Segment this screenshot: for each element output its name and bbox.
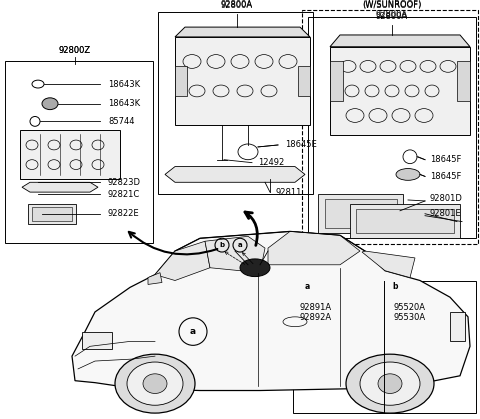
Bar: [400, 336, 414, 348]
Text: 18645F: 18645F: [430, 155, 461, 164]
Bar: [418, 322, 432, 334]
Bar: [350, 204, 460, 238]
Text: 92801D: 92801D: [430, 194, 463, 204]
Polygon shape: [205, 236, 265, 273]
Bar: [457, 62, 470, 101]
Ellipse shape: [396, 168, 420, 180]
Bar: [20, 130, 120, 179]
Bar: [450, 312, 465, 341]
Text: 92821C: 92821C: [108, 189, 140, 199]
Text: 18643K: 18643K: [108, 80, 140, 88]
Ellipse shape: [42, 98, 58, 110]
Bar: [305, 328, 341, 347]
Text: (W/SUNROOF): (W/SUNROOF): [362, 1, 422, 10]
Bar: [293, 280, 476, 413]
Text: a: a: [190, 327, 196, 336]
Bar: [308, 17, 476, 238]
Text: 92800Z: 92800Z: [59, 46, 91, 54]
Ellipse shape: [143, 374, 167, 393]
Text: 92811: 92811: [275, 188, 301, 197]
Bar: [400, 322, 414, 334]
Bar: [436, 322, 450, 334]
Bar: [418, 336, 432, 348]
Ellipse shape: [127, 362, 183, 405]
Text: 92800Z: 92800Z: [59, 46, 91, 54]
Ellipse shape: [378, 374, 402, 393]
Bar: [298, 66, 310, 96]
Text: 18645E: 18645E: [285, 140, 317, 150]
Text: 18643K: 18643K: [108, 99, 140, 108]
Text: 92822E: 92822E: [108, 209, 140, 218]
Text: 85744: 85744: [108, 117, 134, 126]
Text: 92800A: 92800A: [221, 0, 253, 9]
Polygon shape: [330, 35, 470, 47]
Polygon shape: [175, 27, 310, 37]
Polygon shape: [362, 251, 415, 277]
Polygon shape: [330, 47, 470, 135]
Polygon shape: [298, 320, 348, 351]
Bar: [325, 199, 397, 228]
Bar: [318, 194, 403, 233]
Bar: [158, 13, 313, 194]
Bar: [302, 10, 478, 244]
Bar: [175, 66, 187, 96]
Bar: [398, 320, 452, 353]
Text: b: b: [219, 242, 225, 248]
Bar: [330, 62, 343, 101]
Text: 92800A: 92800A: [376, 12, 408, 21]
Text: 92801E: 92801E: [430, 209, 462, 218]
Ellipse shape: [240, 259, 270, 277]
Ellipse shape: [346, 354, 434, 413]
Text: a: a: [304, 282, 310, 291]
Polygon shape: [155, 241, 210, 280]
Polygon shape: [148, 273, 162, 285]
Ellipse shape: [360, 362, 420, 405]
Text: 95520A: 95520A: [393, 303, 425, 312]
Text: 92892A: 92892A: [300, 313, 332, 322]
Text: 92823D: 92823D: [108, 178, 141, 187]
Bar: [5, 62, 153, 243]
Text: (W/SUNROOF): (W/SUNROOF): [362, 0, 422, 9]
Text: 12492: 12492: [258, 158, 284, 167]
Ellipse shape: [115, 354, 195, 413]
Text: 18645F: 18645F: [430, 172, 461, 181]
Polygon shape: [72, 231, 470, 391]
Bar: [356, 209, 454, 233]
Bar: [32, 207, 72, 220]
Bar: [395, 317, 455, 356]
Text: 92800A: 92800A: [221, 1, 253, 10]
Text: 92800A: 92800A: [376, 10, 408, 19]
Bar: [436, 336, 450, 348]
Text: 92891A: 92891A: [300, 303, 332, 312]
Polygon shape: [175, 37, 310, 125]
Polygon shape: [22, 182, 98, 192]
Polygon shape: [165, 167, 305, 182]
Polygon shape: [268, 231, 360, 265]
Text: 95530A: 95530A: [393, 313, 425, 322]
Text: a: a: [238, 242, 242, 248]
Bar: [28, 204, 76, 224]
Bar: [82, 331, 112, 349]
Text: b: b: [392, 282, 398, 291]
